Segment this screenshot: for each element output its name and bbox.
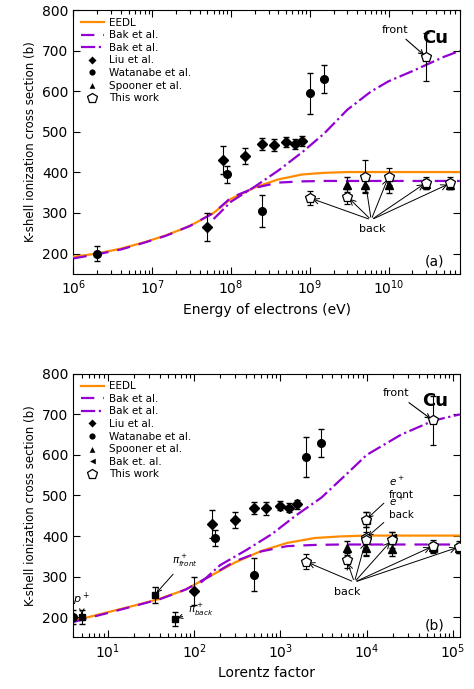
Text: Cu: Cu <box>422 392 448 411</box>
Legend: EEDL, Bak et al., Bak et al., Liu et al., Watanabe et al., Spooner et al., Bak e: EEDL, Bak et al., Bak et al., Liu et al.… <box>79 379 193 482</box>
Text: $\pi^+_{front}$: $\pi^+_{front}$ <box>157 553 198 592</box>
Text: $e^+$
back: $e^+$ back <box>369 495 413 535</box>
X-axis label: Energy of electrons (eV): Energy of electrons (eV) <box>182 302 351 317</box>
Text: back: back <box>359 224 385 234</box>
Y-axis label: K-shell ionization cross section (b): K-shell ionization cross section (b) <box>24 405 36 606</box>
Text: $\pi^+_{back}$: $\pi^+_{back}$ <box>179 602 214 619</box>
Text: (a): (a) <box>425 255 444 269</box>
X-axis label: Lorentz factor: Lorentz factor <box>218 666 315 680</box>
Text: back: back <box>334 588 361 597</box>
Text: $e^+$
front: $e^+$ front <box>369 475 414 517</box>
Text: Cu: Cu <box>422 29 448 47</box>
Y-axis label: K-shell ionization cross section (b): K-shell ionization cross section (b) <box>24 41 36 243</box>
Text: (b): (b) <box>425 619 444 633</box>
Legend: EEDL, Bak et al., Bak et al., Liu et al., Watanabe et al., Spooner et al., This : EEDL, Bak et al., Bak et al., Liu et al.… <box>79 16 193 105</box>
Text: $p^+$: $p^+$ <box>73 590 90 614</box>
Text: front: front <box>383 388 430 418</box>
Text: front: front <box>382 25 423 54</box>
